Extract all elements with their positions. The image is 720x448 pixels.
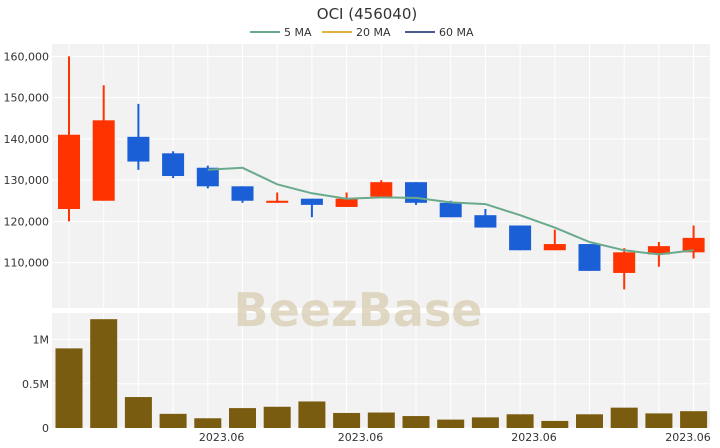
- candle-body: [543, 244, 566, 251]
- candle-body: [92, 120, 115, 201]
- volume-bar: [263, 406, 291, 428]
- volume-bar: [576, 414, 603, 428]
- candle-body: [647, 246, 670, 255]
- x-tick-label: 2023.06: [511, 431, 557, 444]
- volume-bars: [55, 319, 708, 428]
- volume-bar: [645, 413, 673, 428]
- legend-60ma-label: 60 MA: [439, 26, 474, 39]
- volume-bar: [680, 411, 708, 428]
- price-tick-label: 140,000: [4, 133, 50, 146]
- candle-body: [58, 134, 80, 209]
- ma5-line: [207, 166, 694, 256]
- candle-body: [231, 186, 254, 201]
- volume-bar: [471, 417, 499, 428]
- price-tick-label: 130,000: [4, 174, 50, 187]
- candle-body: [196, 167, 219, 187]
- x-tick-label: 2023.06: [665, 431, 711, 444]
- volume-tick-label: 0.5M: [22, 378, 49, 391]
- axes: 110,000 120,000 130,000 140,000 150,000 160,0…: [4, 50, 711, 444]
- volume-bar: [333, 412, 361, 428]
- chart-title: OCI (456040): [317, 5, 417, 23]
- candle-body: [370, 182, 393, 197]
- price-tick-label: 110,000: [4, 257, 50, 270]
- candle-body: [266, 200, 289, 203]
- candle-body: [509, 225, 532, 251]
- x-tick-label: 2023.06: [338, 431, 384, 444]
- volume-bar: [298, 401, 326, 428]
- candle-body: [613, 252, 636, 273]
- candle-body: [578, 244, 601, 271]
- volume-bar: [367, 412, 395, 428]
- candle-body: [682, 237, 705, 253]
- legend-5ma-label: 5 MA: [284, 26, 312, 39]
- candles: [58, 56, 705, 290]
- volume-bar: [229, 408, 256, 428]
- volume-bar: [402, 416, 430, 428]
- price-tick-label: 150,000: [4, 92, 50, 105]
- legend: 5 MA 20 MA 60 MA: [250, 26, 474, 39]
- volume-bar: [506, 414, 534, 428]
- candle-body: [335, 198, 358, 207]
- volume-bar: [90, 319, 118, 428]
- volume-bar: [541, 420, 569, 428]
- volume-bar: [159, 413, 187, 428]
- volume-bar: [124, 397, 152, 428]
- price-tick-label: 120,000: [4, 215, 50, 228]
- candle-body: [127, 136, 150, 162]
- moving-averages: [207, 166, 694, 256]
- price-tick-label: 160,000: [4, 50, 50, 63]
- volume-tick-label: 0: [42, 422, 49, 435]
- x-tick-label: 2023.06: [199, 431, 245, 444]
- volume-bar: [437, 419, 465, 428]
- candle-body: [474, 215, 497, 228]
- candle-body: [162, 153, 185, 176]
- volume-bar: [610, 407, 638, 428]
- candle-body: [300, 198, 323, 205]
- candle-body: [439, 202, 462, 218]
- volume-tick-label: 1M: [33, 334, 50, 347]
- watermark: BeezBase: [234, 283, 483, 337]
- legend-20ma-label: 20 MA: [356, 26, 391, 39]
- volume-bar: [55, 348, 83, 428]
- volume-bar: [194, 418, 222, 428]
